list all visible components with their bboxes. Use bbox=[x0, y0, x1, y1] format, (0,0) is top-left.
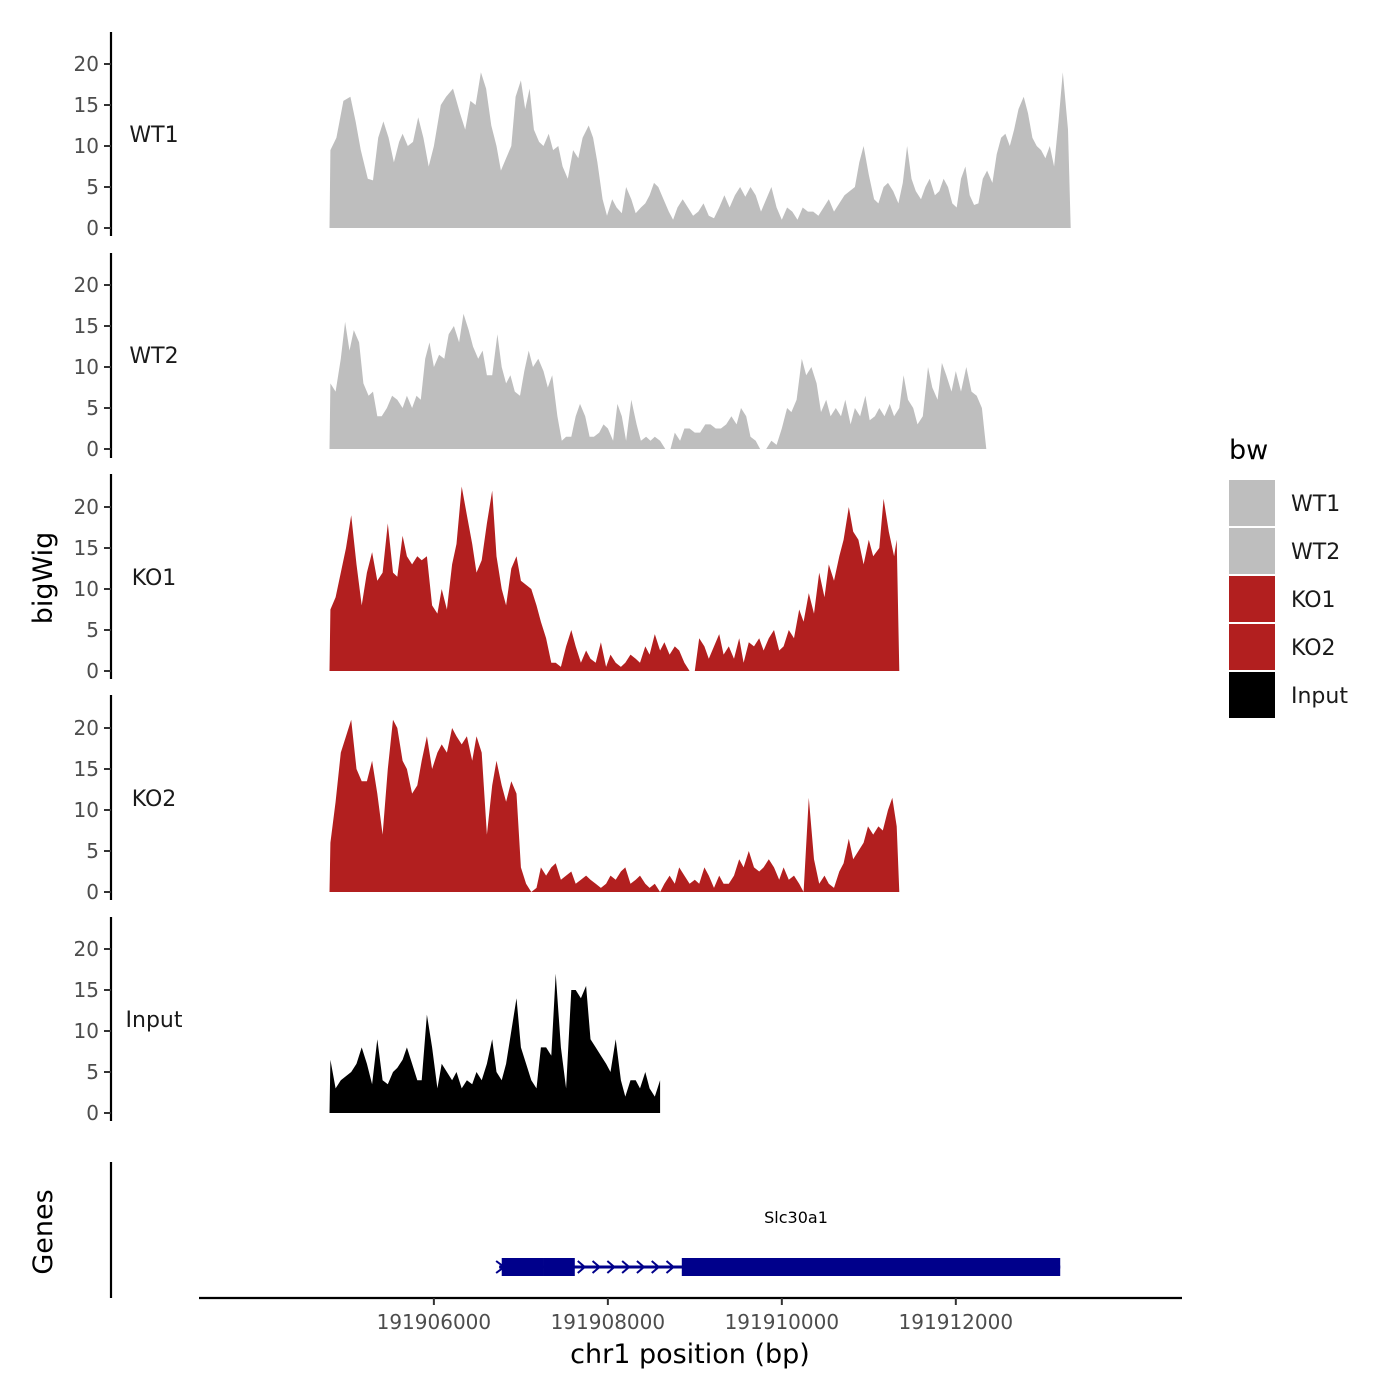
x-tick-label: 191910000 bbox=[725, 1310, 840, 1334]
legend-label: WT2 bbox=[1291, 540, 1340, 565]
track-label: Input bbox=[126, 1008, 183, 1033]
y-tick-label: 5 bbox=[86, 839, 99, 863]
y-tick-label: 5 bbox=[86, 396, 99, 420]
track-label: WT1 bbox=[129, 123, 178, 148]
x-axis: 191906000 191908000 191910000 191912000 bbox=[199, 1296, 1182, 1334]
x-tick-label: 191906000 bbox=[377, 1310, 492, 1334]
track-ko2: 0 5 10 15 20 KO2 bbox=[74, 695, 900, 904]
y-tick-label: 15 bbox=[74, 536, 99, 560]
y-tick-label: 0 bbox=[86, 1101, 99, 1125]
genes-panel: Slc30a1 bbox=[109, 1162, 1061, 1298]
track-wt1: 0 5 10 15 20 WT1 bbox=[74, 32, 1071, 240]
legend-label: KO1 bbox=[1291, 588, 1336, 613]
y-tick-label: 10 bbox=[74, 355, 99, 379]
coverage-area-ko2 bbox=[329, 719, 900, 892]
coverage-area-wt1 bbox=[329, 72, 1071, 228]
strand-arrow-icon bbox=[577, 1260, 587, 1274]
y-tick-label: 0 bbox=[86, 216, 99, 240]
y-tick-label: 0 bbox=[86, 659, 99, 683]
y-tick-label: 15 bbox=[74, 757, 99, 781]
y-tick-label: 15 bbox=[74, 93, 99, 117]
track-wt2: 0 5 10 15 20 WT2 bbox=[74, 253, 991, 461]
legend-label: KO2 bbox=[1291, 636, 1336, 661]
track-ko1: 0 5 10 15 20 KO1 bbox=[74, 474, 900, 683]
y-tick-label: 5 bbox=[86, 175, 99, 199]
gene-exon bbox=[501, 1258, 544, 1276]
strand-arrow-icon bbox=[636, 1260, 646, 1274]
y-tick-label: 0 bbox=[86, 880, 99, 904]
strand-arrow-icon bbox=[591, 1260, 602, 1274]
coverage-area-wt2 bbox=[329, 313, 991, 449]
x-tick-label: 191912000 bbox=[899, 1310, 1014, 1334]
y-axis-title: bigWig bbox=[28, 532, 59, 625]
x-axis-title: chr1 position (bp) bbox=[570, 1339, 810, 1370]
y-tick-label: 0 bbox=[86, 437, 99, 461]
legend-swatch-wt2 bbox=[1229, 528, 1275, 574]
y-tick-label: 15 bbox=[74, 978, 99, 1002]
gene-label: Slc30a1 bbox=[764, 1208, 828, 1227]
legend-swatch-ko2 bbox=[1229, 624, 1275, 670]
genes-axis-title: Genes bbox=[28, 1189, 59, 1274]
coverage-area-ko1 bbox=[329, 486, 900, 671]
legend-title: bw bbox=[1229, 435, 1268, 466]
x-tick-label: 191908000 bbox=[551, 1310, 666, 1334]
y-tick-label: 20 bbox=[74, 273, 99, 297]
y-tick-label: 20 bbox=[74, 937, 99, 961]
y-tick-label: 10 bbox=[74, 577, 99, 601]
track-label: KO1 bbox=[132, 566, 177, 591]
y-tick-label: 10 bbox=[74, 798, 99, 822]
legend-label: Input bbox=[1291, 684, 1348, 709]
y-tick-label: 5 bbox=[86, 1060, 99, 1084]
strand-arrow-icon bbox=[495, 1260, 506, 1274]
gene-exon bbox=[543, 1258, 575, 1276]
gene-exon bbox=[681, 1258, 1061, 1276]
legend-swatch-ko1 bbox=[1229, 576, 1275, 622]
y-tick-label: 10 bbox=[74, 134, 99, 158]
y-tick-label: 20 bbox=[74, 52, 99, 76]
track-label: WT2 bbox=[129, 344, 178, 369]
y-tick-label: 20 bbox=[74, 716, 99, 740]
y-tick-label: 15 bbox=[74, 314, 99, 338]
strand-arrow-icon bbox=[621, 1260, 631, 1274]
y-tick-label: 5 bbox=[86, 618, 99, 642]
strand-arrow-icon bbox=[606, 1260, 616, 1274]
track-input: 0 5 10 15 20 Input bbox=[74, 917, 661, 1125]
coverage-area-input bbox=[329, 973, 661, 1113]
coverage-tracks: 0 5 10 15 20 WT1 0 5 10 15 20 WT2 0 5 10 15 20 KO1 0 5 10 15 2… bbox=[74, 32, 1071, 1125]
legend-label: WT1 bbox=[1291, 492, 1340, 517]
legend-swatch-input bbox=[1229, 672, 1275, 718]
strand-arrow-icon bbox=[651, 1260, 661, 1274]
strand-arrow-icon bbox=[665, 1260, 676, 1274]
y-tick-label: 20 bbox=[74, 495, 99, 519]
legend-swatch-wt1 bbox=[1229, 480, 1275, 526]
legend: bw WT1 WT2 KO1 KO2 Input bbox=[1229, 435, 1348, 718]
track-label: KO2 bbox=[132, 787, 177, 812]
y-tick-label: 10 bbox=[74, 1019, 99, 1043]
